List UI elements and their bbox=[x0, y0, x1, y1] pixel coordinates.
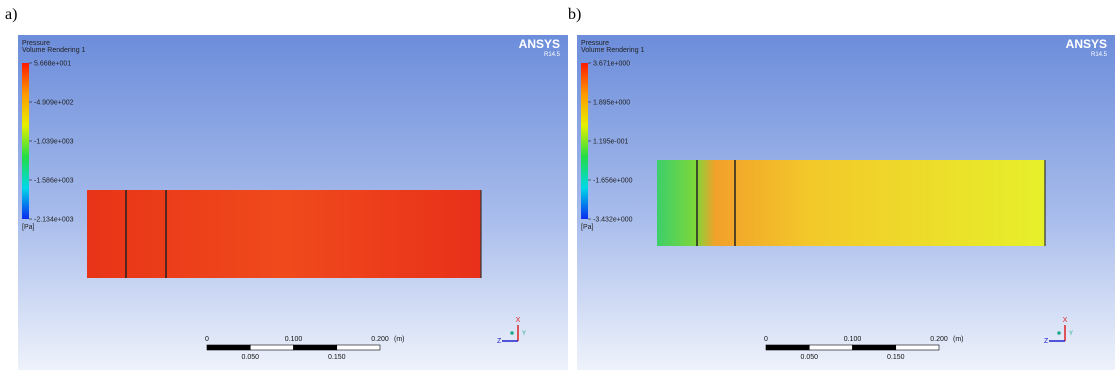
domain bbox=[87, 190, 481, 278]
colorbar bbox=[581, 63, 588, 219]
axis-label: Z bbox=[1044, 338, 1049, 345]
axis-label: Z bbox=[497, 338, 502, 345]
scale-label: 0 bbox=[205, 336, 209, 343]
scale-label: 0.150 bbox=[887, 354, 905, 361]
scale-label: 0.050 bbox=[241, 354, 259, 361]
legend-title: Pressure bbox=[22, 40, 50, 47]
legend-title: Pressure bbox=[581, 40, 609, 47]
axis-y bbox=[1057, 331, 1061, 335]
version: R14.5 bbox=[544, 52, 561, 58]
scale-label: 0.050 bbox=[800, 354, 818, 361]
brand: ANSYS bbox=[519, 37, 560, 51]
colorbar-tick-label: 3.671e+000 bbox=[593, 61, 630, 68]
scale-label: 0.100 bbox=[844, 336, 862, 343]
panel-label: b) bbox=[568, 6, 582, 23]
colorbar bbox=[22, 63, 29, 219]
legend-subtitle: Volume Rendering 1 bbox=[581, 47, 645, 54]
brand: ANSYS bbox=[1066, 37, 1107, 51]
unit-label: [Pa] bbox=[22, 224, 35, 231]
colorbar-tick-label: 1.195e-001 bbox=[593, 139, 629, 146]
scale-segment bbox=[852, 344, 897, 351]
scale-segment bbox=[765, 344, 810, 351]
scale-label: 0.200 bbox=[371, 336, 389, 343]
scale-segment bbox=[249, 344, 294, 351]
colorbar-tick-label: -4.909e+002 bbox=[34, 100, 74, 107]
scale-unit: (m) bbox=[394, 336, 405, 343]
colorbar-tick-label: -2.134e+003 bbox=[34, 217, 74, 224]
colorbar-tick-label: -1.586e+003 bbox=[34, 178, 74, 185]
legend-subtitle: Volume Rendering 1 bbox=[22, 47, 86, 54]
axis-label: X bbox=[1063, 317, 1068, 324]
scale-label: 0.100 bbox=[285, 336, 303, 343]
unit-label: [Pa] bbox=[581, 224, 594, 231]
axis-y bbox=[510, 331, 514, 335]
axis-label: Y bbox=[522, 331, 526, 337]
scale-segment bbox=[293, 344, 338, 351]
colorbar-tick-label: -3.432e+000 bbox=[593, 217, 633, 224]
panel-label: a) bbox=[5, 6, 18, 23]
colorbar-tick-label: 5.668e+001 bbox=[34, 61, 71, 68]
scale-segment bbox=[808, 344, 853, 351]
scale-segment bbox=[336, 344, 381, 351]
scale-label: 0.200 bbox=[930, 336, 948, 343]
colorbar-tick-label: 1.895e+000 bbox=[593, 100, 630, 107]
axis-label: Y bbox=[1069, 331, 1073, 337]
scale-segment bbox=[895, 344, 940, 351]
version: R14.5 bbox=[1091, 52, 1108, 58]
scale-label: 0.150 bbox=[328, 354, 346, 361]
scale-unit: (m) bbox=[953, 336, 964, 343]
domain bbox=[657, 160, 1045, 246]
scale-segment bbox=[206, 344, 251, 351]
colorbar-tick-label: -1.656e+000 bbox=[593, 178, 633, 185]
scale-label: 0 bbox=[764, 336, 768, 343]
axis-label: X bbox=[516, 317, 521, 324]
colorbar-tick-label: -1.039e+003 bbox=[34, 139, 74, 146]
